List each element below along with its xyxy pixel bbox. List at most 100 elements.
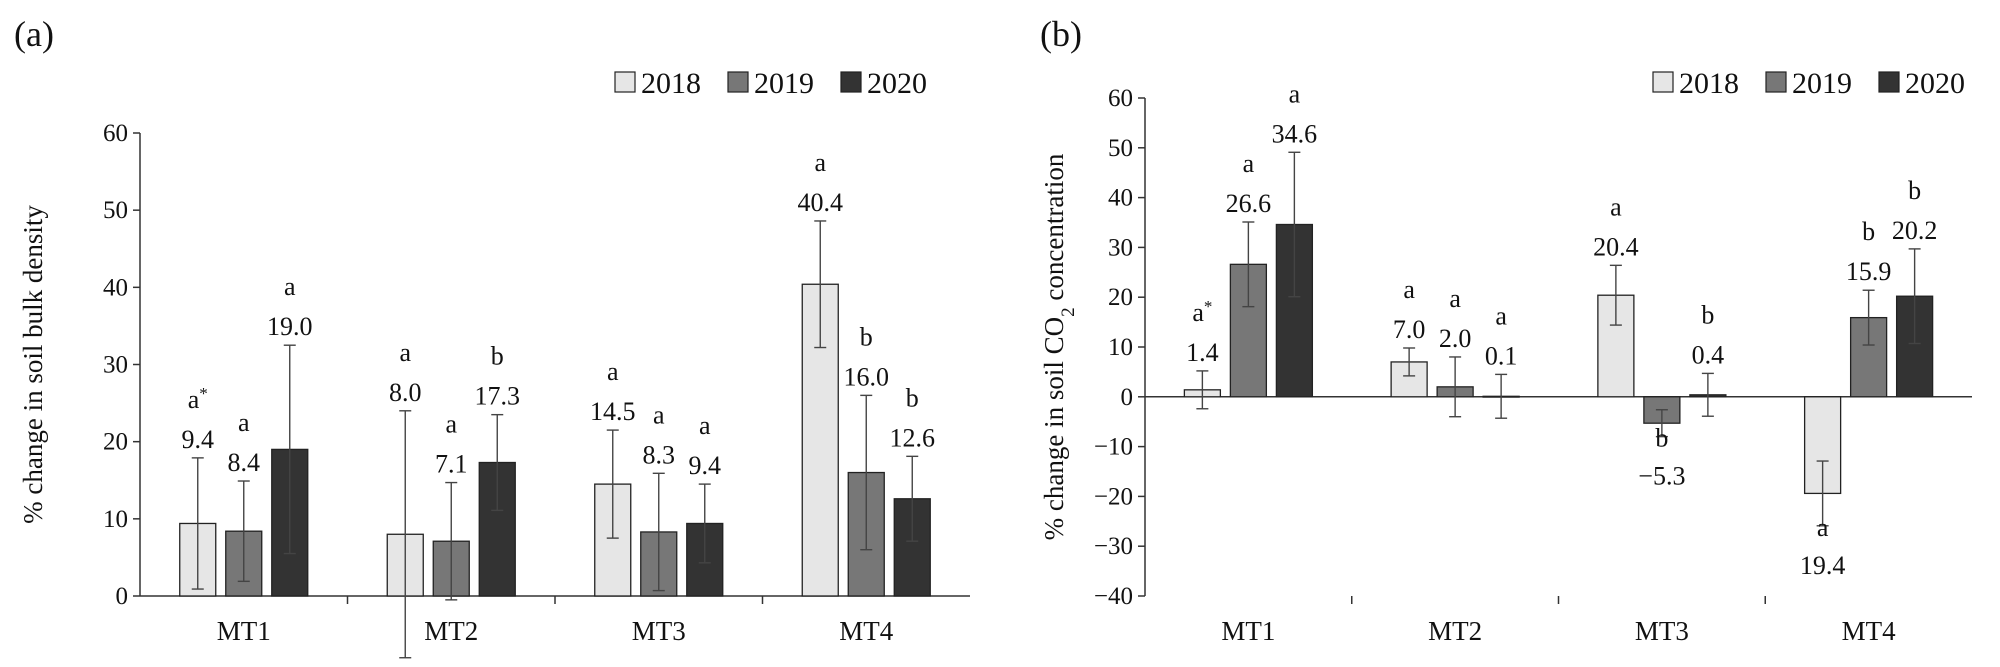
y-tick-label: 40	[103, 274, 128, 301]
y-tick-label: 20	[1108, 284, 1133, 311]
significance-letter-text: a	[1403, 275, 1415, 304]
panel-a-chart: (a) 0 10 20 30 40 50 60 % change in soil bulk de…	[14, 14, 970, 659]
y-tick-label: 0	[116, 583, 129, 610]
significance-letter: a	[399, 338, 411, 367]
bar-2020-MT4	[893, 498, 931, 597]
significance-letter: b	[1862, 217, 1875, 246]
data-label: −5.3	[1638, 462, 1685, 491]
y-tick-label: −40	[1094, 583, 1133, 610]
x-category-label: MT3	[1635, 616, 1689, 646]
significance-letter: a	[1817, 513, 1829, 542]
data-label: 0.1	[1485, 341, 1518, 370]
y-axis-title-text: % change in soil CO	[1039, 317, 1069, 540]
data-label: 19.0	[267, 312, 313, 341]
significance-letter: b	[860, 322, 873, 351]
significance-letter: b	[1908, 176, 1921, 205]
significance-letter-text: a	[607, 357, 619, 386]
y-tick-label: 10	[1108, 334, 1133, 361]
significance-letter-text: a	[445, 410, 457, 439]
data-label: 2.0	[1439, 324, 1472, 353]
data-label: 14.5	[590, 397, 636, 426]
significance-letter: a	[814, 148, 826, 177]
y-tick-label: −20	[1094, 483, 1133, 510]
x-category-label: MT2	[1428, 616, 1482, 646]
legend-swatch-2019	[727, 71, 749, 93]
significance-letter: b	[491, 342, 504, 371]
legend-swatch-2018	[614, 71, 636, 93]
legend-label: 2018	[1679, 67, 1739, 100]
y-tick-label: 50	[103, 197, 128, 224]
data-label: 8.3	[643, 440, 676, 469]
legend-label: 2019	[754, 67, 814, 100]
significance-letter-text: a	[1449, 284, 1461, 313]
significance-letter: a	[699, 411, 711, 440]
legend-swatch-2020	[840, 71, 862, 93]
significance-letter: a	[445, 410, 457, 439]
data-label: 19.4	[1800, 551, 1846, 580]
x-category-label: MT1	[1221, 616, 1275, 646]
significance-letter: a	[1403, 275, 1415, 304]
data-label: 16.0	[844, 362, 890, 391]
x-category-label: MT2	[424, 616, 478, 646]
significance-letter-text: b	[491, 342, 504, 371]
y-tick-label: 50	[1108, 135, 1133, 162]
legend-label: 2020	[867, 67, 927, 100]
significance-letter: b	[1701, 300, 1714, 329]
significance-letter: a	[607, 357, 619, 386]
panel-b-chart: (b) −40 −30 −20 −10 0 10 20 30 40 50 60 % change in …	[1039, 14, 1972, 646]
significance-letter-text: a	[188, 385, 200, 414]
y-axis-title-tail: concentration	[1039, 153, 1069, 307]
legend-label: 2018	[641, 67, 701, 100]
x-category-label: MT3	[632, 616, 686, 646]
panel-label: (b)	[1040, 14, 1082, 54]
significance-letter-text: b	[906, 383, 919, 412]
significance-letter-text: b	[860, 322, 873, 351]
significance-letter-text: a	[284, 272, 296, 301]
data-label: 1.4	[1186, 338, 1219, 367]
significance-asterisk: *	[1204, 296, 1213, 315]
y-tick-label: 60	[1108, 85, 1133, 112]
significance-letter-text: b	[1908, 176, 1921, 205]
y-tick-label: 40	[1108, 185, 1133, 212]
legend-swatch-2018	[1652, 71, 1674, 93]
significance-letter-text: a	[1289, 79, 1301, 108]
y-tick-label: −10	[1094, 434, 1133, 461]
y-tick-label: 30	[103, 352, 128, 379]
data-label: 0.4	[1692, 340, 1725, 369]
data-label: 9.4	[182, 425, 215, 454]
legend-swatch-2020	[1878, 71, 1900, 93]
significance-letter-text: a	[814, 148, 826, 177]
panel-label: (a)	[14, 14, 54, 54]
y-axis-title: % change in soil bulk density	[18, 205, 48, 524]
y-tick-label: −30	[1094, 533, 1133, 560]
significance-letter: b	[906, 383, 919, 412]
data-label: 8.0	[389, 378, 422, 407]
y-tick-label: 10	[103, 506, 128, 533]
significance-letter-text: a	[1192, 298, 1204, 327]
data-label: 17.3	[475, 382, 521, 411]
significance-letter-text: a	[399, 338, 411, 367]
significance-letter-text: a	[1495, 301, 1507, 330]
significance-letter: a	[653, 400, 665, 429]
y-axis-title: % change in soil CO2 concentration	[1039, 153, 1079, 540]
bar-2020-MT1	[1275, 223, 1314, 398]
legend-swatch-2019	[1765, 71, 1787, 93]
significance-letter-text: a	[653, 400, 665, 429]
x-category-label: MT4	[839, 616, 894, 646]
data-label: 9.4	[689, 451, 722, 480]
y-tick-label: 0	[1121, 384, 1134, 411]
data-label: 26.6	[1226, 189, 1272, 218]
x-category-label: MT1	[217, 616, 271, 646]
significance-letter: a	[284, 272, 296, 301]
data-label: 15.9	[1846, 257, 1892, 286]
significance-letter-text: a	[1243, 149, 1255, 178]
data-label: 20.4	[1593, 232, 1639, 261]
y-tick-label: 20	[103, 429, 128, 456]
significance-letter-text: b	[1862, 217, 1875, 246]
significance-letter-text: a	[699, 411, 711, 440]
significance-letter: a	[1610, 192, 1622, 221]
data-label: 20.2	[1892, 216, 1938, 245]
y-axis-title-subscript: 2	[1058, 307, 1079, 317]
significance-letter: a*	[188, 383, 208, 414]
